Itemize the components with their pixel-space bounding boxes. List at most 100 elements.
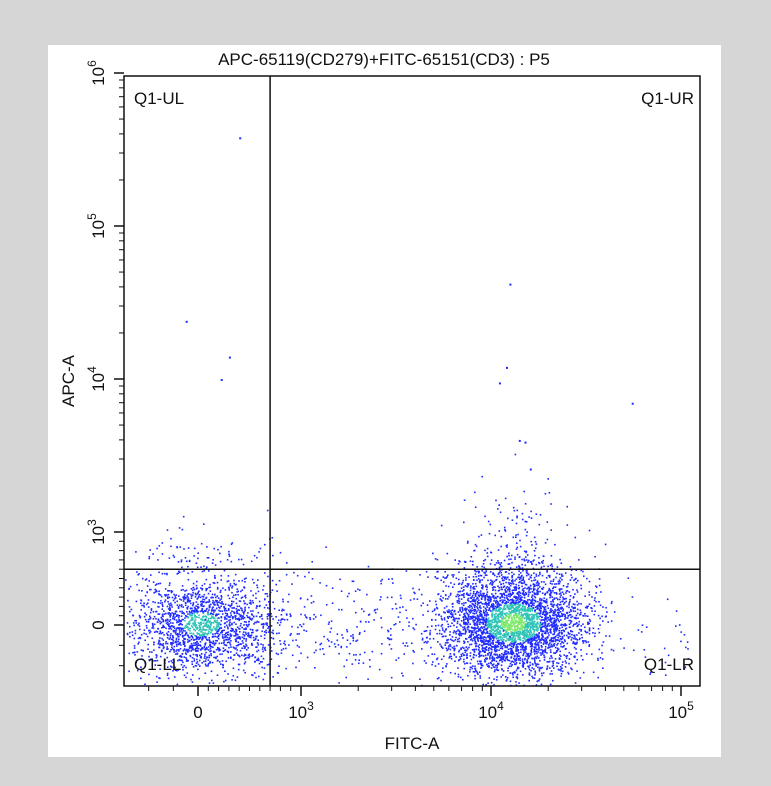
- event-dot: [567, 636, 570, 638]
- event-dot: [243, 662, 246, 665]
- event-dot: [306, 617, 308, 619]
- event-dot: [521, 660, 524, 662]
- event-dot: [264, 572, 266, 574]
- event-dot: [523, 646, 526, 649]
- event-dot: [497, 655, 499, 658]
- event-dot: [252, 631, 254, 634]
- event-dot: [486, 593, 488, 596]
- event-dot: [550, 611, 552, 613]
- event-dot: [505, 545, 508, 547]
- event-dot: [187, 626, 189, 629]
- event-dot: [463, 596, 465, 599]
- event-dot: [545, 630, 547, 632]
- event-dot: [472, 576, 475, 578]
- event-dot: [527, 587, 530, 589]
- event-dot: [235, 652, 238, 654]
- event-dot: [506, 645, 509, 648]
- event-dot: [561, 646, 564, 648]
- event-dot: [476, 610, 478, 613]
- event-dot: [191, 681, 194, 683]
- event-dot: [547, 607, 550, 609]
- event-dot: [555, 651, 558, 654]
- event-dot: [199, 645, 202, 647]
- event-dot: [493, 645, 496, 648]
- event-dot: [480, 630, 482, 632]
- event-dot: [488, 644, 490, 646]
- event-dot: [169, 636, 172, 639]
- event-dot: [455, 577, 458, 580]
- event-dot: [600, 591, 602, 593]
- event-dot: [523, 634, 526, 637]
- event-dot: [483, 592, 485, 595]
- event-dot: [390, 676, 393, 679]
- event-dot: [601, 658, 604, 660]
- event-dot: [504, 594, 506, 597]
- event-dot: [460, 625, 462, 627]
- event-dot: [523, 621, 526, 623]
- event-dot: [575, 643, 577, 645]
- event-dot: [496, 575, 498, 578]
- event-dot: [216, 621, 218, 624]
- event-dot: [511, 625, 513, 628]
- event-dot: [501, 594, 503, 596]
- event-dot: [191, 657, 194, 659]
- event-dot: [208, 599, 210, 601]
- event-dot: [556, 628, 559, 631]
- event-dot: [467, 600, 470, 602]
- event-dot: [593, 605, 596, 607]
- event-dot: [549, 683, 552, 686]
- event-dot: [492, 609, 494, 611]
- event-dot: [132, 614, 134, 617]
- event-dot: [543, 659, 546, 661]
- event-dot: [536, 636, 538, 638]
- event-dot: [186, 648, 188, 651]
- event-dot: [171, 666, 173, 668]
- event-dot: [508, 665, 511, 668]
- event-dot: [578, 623, 580, 626]
- event-dot: [470, 626, 473, 629]
- event-dot: [555, 624, 557, 627]
- event-dot: [219, 663, 222, 665]
- event-dot: [211, 562, 214, 564]
- event-dot: [511, 610, 513, 612]
- event-dot: [567, 631, 569, 634]
- event-dot: [549, 596, 551, 599]
- event-dot: [455, 617, 457, 620]
- event-dot: [504, 633, 507, 635]
- event-dot: [557, 662, 560, 665]
- event-dot: [514, 627, 516, 629]
- event-dot: [257, 579, 259, 581]
- event-dot: [470, 605, 473, 607]
- event-dot: [570, 620, 573, 622]
- event-dot: [598, 631, 601, 634]
- event-dot: [506, 633, 509, 636]
- event-dot: [557, 583, 560, 585]
- event-dot: [518, 611, 521, 614]
- event-dot: [499, 603, 501, 606]
- event-dot: [533, 634, 535, 636]
- event-dot: [522, 614, 525, 616]
- event-dot: [542, 638, 544, 641]
- event-dot: [459, 560, 461, 563]
- event-dot: [565, 592, 567, 594]
- event-dot: [540, 641, 542, 644]
- event-dot: [507, 669, 509, 672]
- event-dot: [550, 670, 553, 672]
- event-dot: [187, 605, 189, 608]
- event-dot: [442, 635, 445, 638]
- event-dot: [207, 613, 209, 616]
- event-dot: [504, 645, 506, 647]
- event-dot: [509, 621, 512, 624]
- event-dot: [466, 623, 469, 626]
- event-dot: [550, 555, 553, 557]
- event-dot: [210, 624, 212, 626]
- event-dot: [561, 637, 564, 640]
- event-dot: [179, 571, 181, 574]
- event-dot: [483, 638, 485, 641]
- event-dot: [527, 655, 529, 658]
- event-dot: [507, 588, 510, 590]
- event-dot: [432, 552, 434, 555]
- event-dot: [511, 651, 513, 654]
- event-dot: [237, 644, 239, 647]
- event-dot: [519, 642, 522, 644]
